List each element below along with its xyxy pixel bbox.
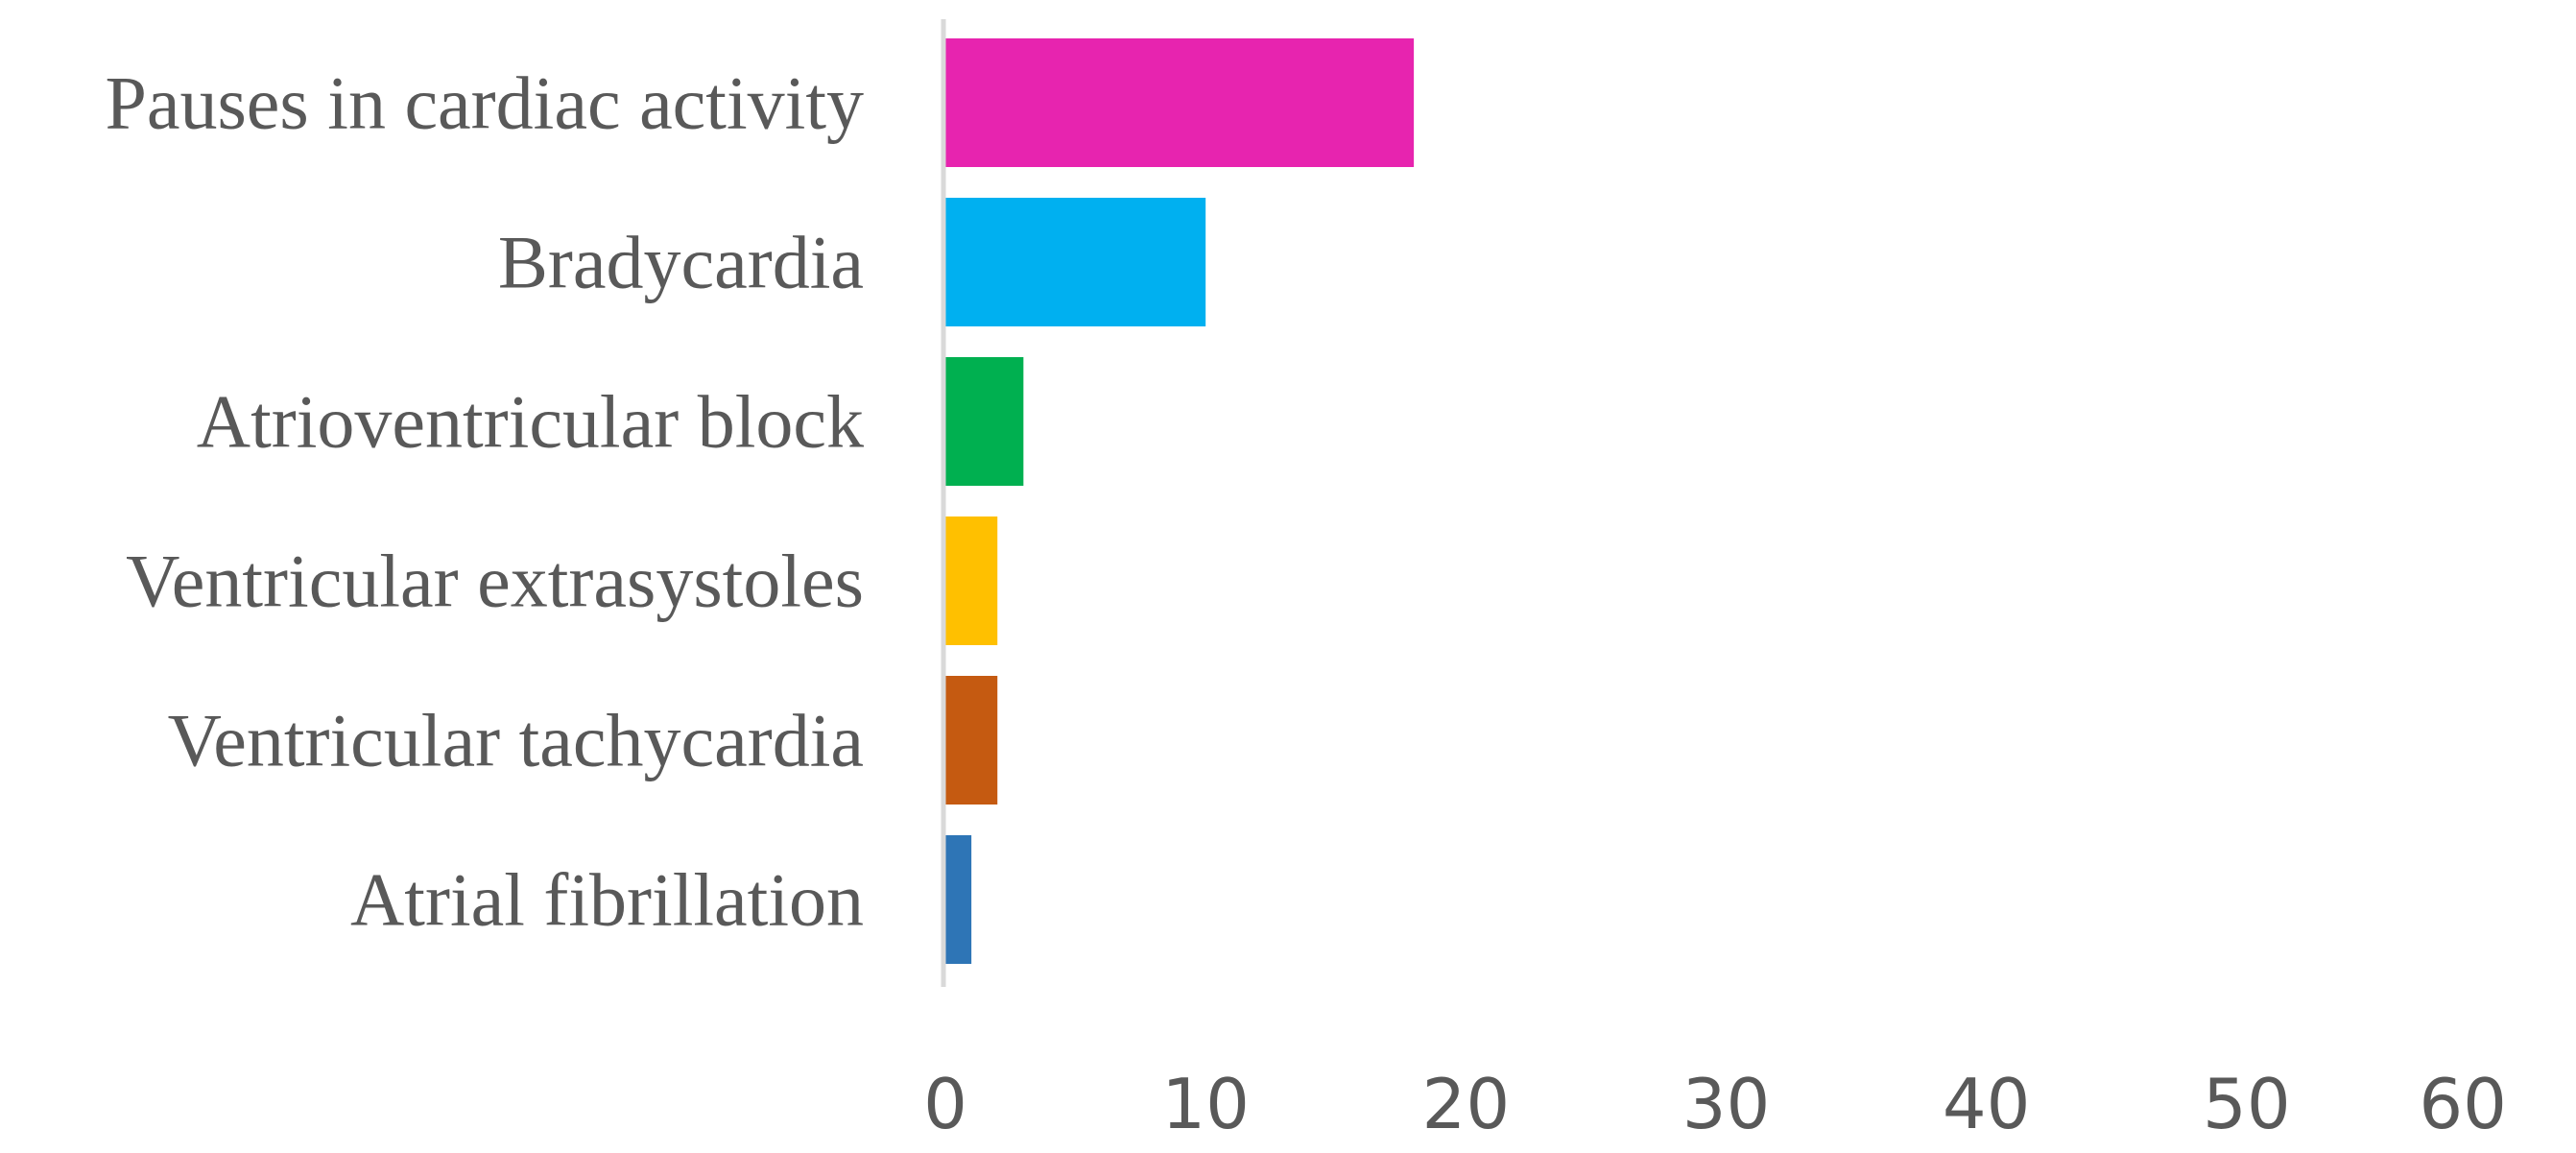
bar-bradycardia bbox=[945, 198, 1206, 326]
category-labels-group: Pauses in cardiac activity Bradycardia Atr… bbox=[105, 61, 864, 942]
category-label-bradycardia: Bradycardia bbox=[498, 221, 864, 304]
x-tick-label-20: 20 bbox=[1422, 1064, 1511, 1144]
x-tick-label-10: 10 bbox=[1161, 1064, 1250, 1144]
bar-ventricular-tachycardia bbox=[945, 676, 998, 805]
x-tick-label-40: 40 bbox=[1943, 1064, 2031, 1144]
x-tick-label-60: 60 bbox=[2419, 1064, 2507, 1144]
bar-atrioventricular-block bbox=[945, 357, 1024, 486]
x-tick-label-30: 30 bbox=[1682, 1064, 1771, 1144]
bar-atrial-fibrillation bbox=[945, 835, 972, 964]
category-label-pauses-in-cardiac-activity: Pauses in cardiac activity bbox=[105, 61, 864, 145]
x-tick-label-0: 0 bbox=[923, 1064, 967, 1144]
category-label-ventricular-tachycardia: Ventricular tachycardia bbox=[168, 699, 864, 782]
category-label-atrial-fibrillation: Atrial fibrillation bbox=[350, 858, 864, 942]
bars-group bbox=[945, 38, 1415, 964]
x-tick-labels-group: 0 10 20 30 40 50 60 bbox=[923, 1064, 2507, 1144]
x-tick-label-50: 50 bbox=[2203, 1064, 2291, 1144]
bar-ventricular-extrasystoles bbox=[945, 516, 998, 645]
category-label-atrioventricular-block: Atrioventricular block bbox=[197, 380, 864, 464]
category-label-ventricular-extrasystoles: Ventricular extrasystoles bbox=[126, 540, 864, 623]
bar-pauses-in-cardiac-activity bbox=[945, 38, 1415, 167]
